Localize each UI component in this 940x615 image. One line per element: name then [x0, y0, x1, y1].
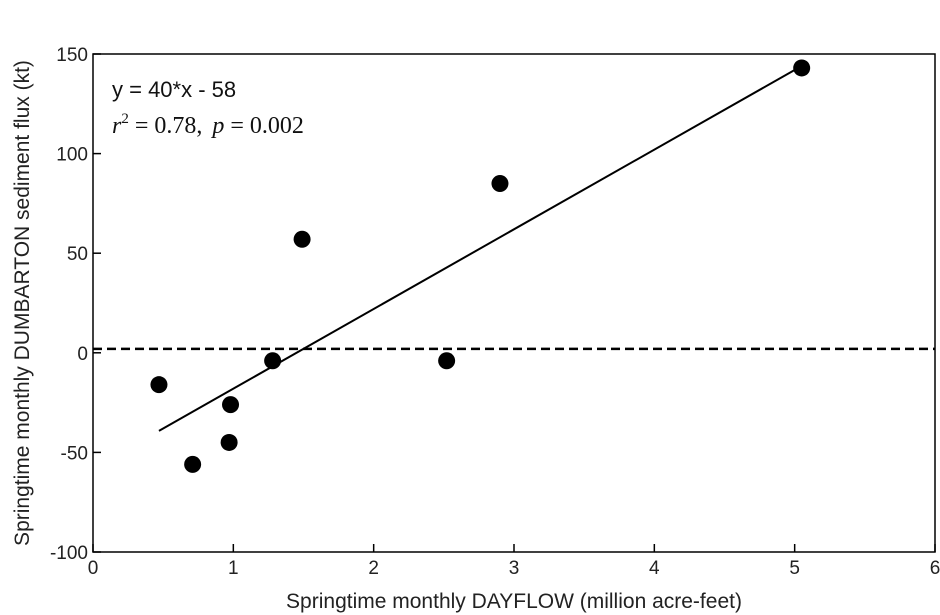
x-tick-label: 4 [649, 558, 660, 579]
regression-line [158, 65, 803, 432]
y-tick-label: 150 [56, 45, 88, 66]
data-point [293, 230, 311, 248]
y-tick-label: 50 [67, 244, 88, 265]
y-axis-title: Springtime monthly DUMBARTON sediment fl… [11, 60, 34, 546]
p-symbol: p [210, 113, 224, 139]
x-axis-title: Springtime monthly DAYFLOW (million acre… [286, 590, 742, 613]
r-exponent: 2 [121, 111, 129, 127]
r-value: = 0.78, [129, 113, 203, 139]
y-axis: -100 -50 0 50 100 150 [50, 45, 101, 564]
p-value: = 0.002 [224, 113, 304, 139]
x-tick-label: 6 [930, 558, 940, 579]
x-tick-label: 0 [88, 558, 99, 579]
data-point [438, 352, 456, 370]
data-point [491, 174, 509, 192]
equation-annotation: y = 40*x - 58 [112, 77, 236, 102]
data-point [150, 376, 168, 394]
x-tick-label: 1 [228, 558, 239, 579]
statistics-annotation: r2 = 0.78, p = 0.002 [112, 111, 304, 139]
data-point [793, 59, 811, 77]
x-tick-label: 3 [509, 558, 520, 579]
x-axis: 0 1 2 3 4 5 6 [88, 544, 940, 579]
data-points [150, 59, 811, 473]
y-tick-label: 0 [77, 344, 88, 365]
data-point [222, 396, 240, 414]
data-point [264, 352, 282, 370]
x-tick-label: 2 [368, 558, 379, 579]
data-point [184, 455, 202, 473]
y-tick-label: -50 [61, 443, 88, 464]
r-symbol: r [112, 113, 122, 139]
y-tick-label: 100 [56, 145, 88, 166]
data-point [220, 433, 238, 451]
x-tick-label: 5 [789, 558, 800, 579]
y-tick-label: -100 [50, 543, 88, 564]
